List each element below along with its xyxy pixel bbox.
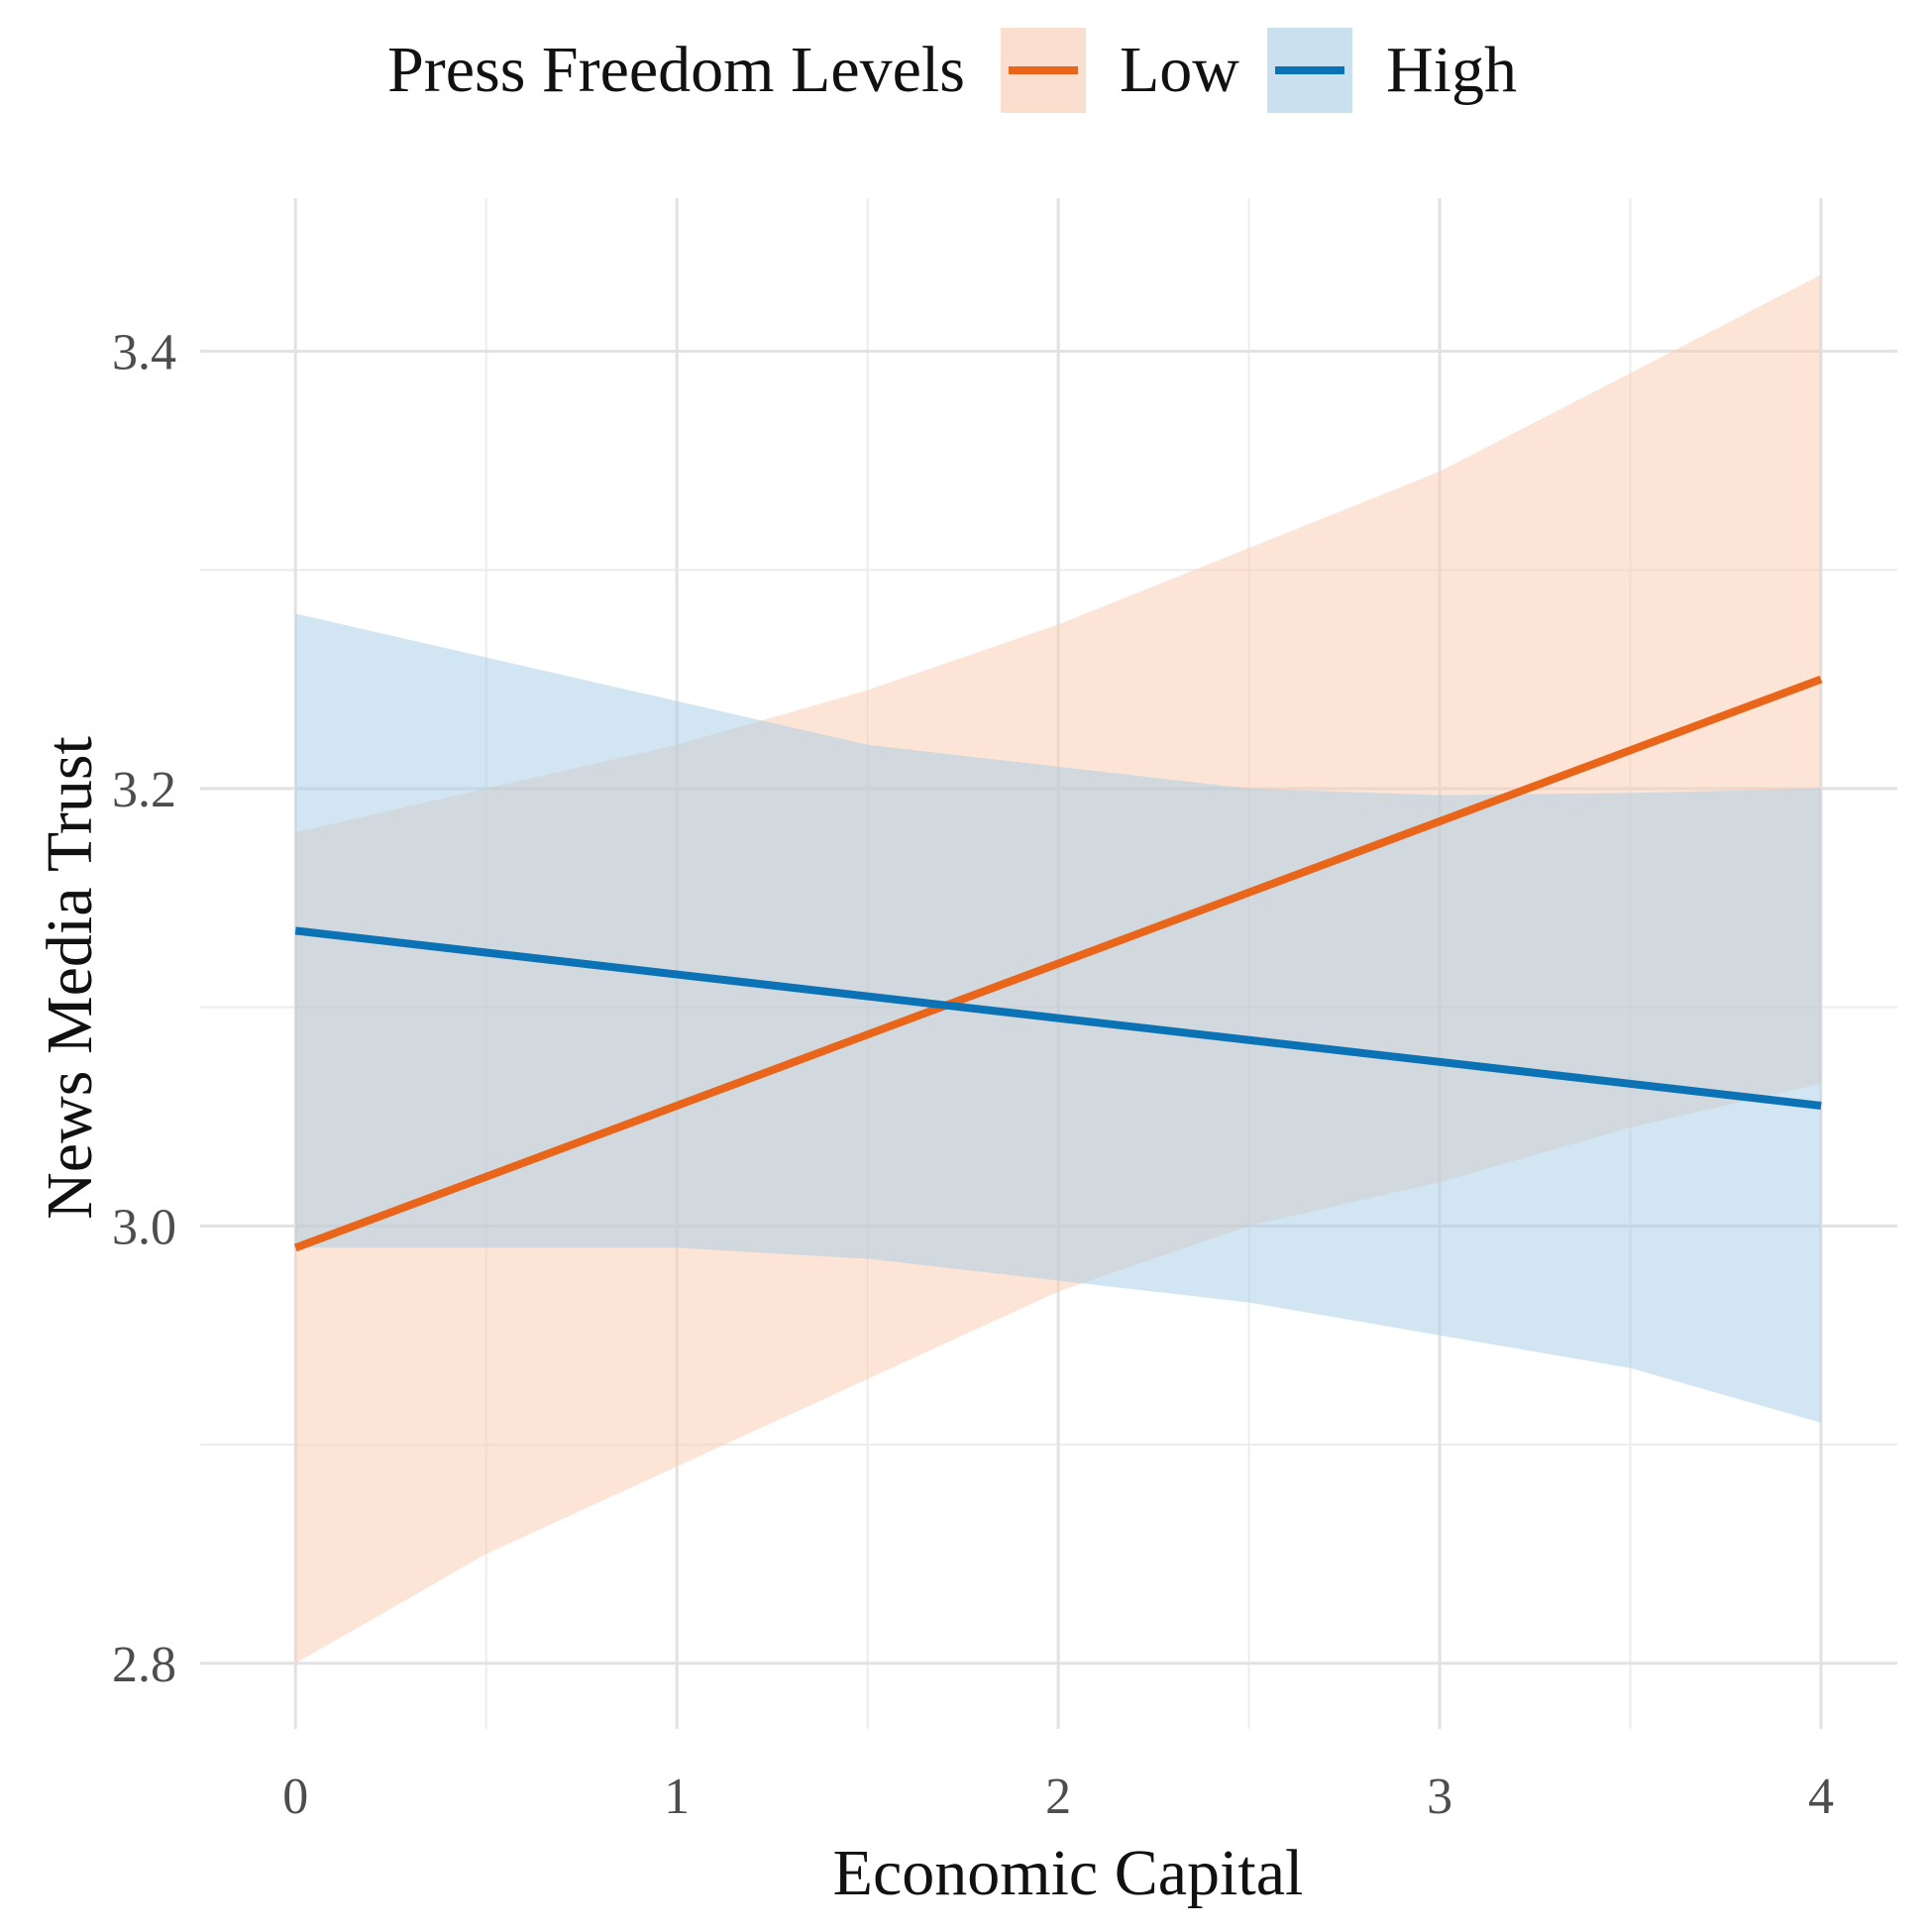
- x-tick-label: 0: [282, 1769, 308, 1825]
- legend-title: Press Freedom Levels: [387, 34, 965, 106]
- y-tick-label: 3.2: [112, 762, 176, 818]
- y-tick-label: 3.0: [112, 1199, 176, 1255]
- x-tick-label: 1: [664, 1769, 690, 1825]
- x-tick-label: 2: [1045, 1769, 1071, 1825]
- legend: Press Freedom Levels Low High: [0, 28, 1932, 113]
- series-line-high: [294, 926, 1822, 1110]
- y-tick-label: 3.4: [112, 325, 176, 381]
- x-axis-title: Economic Capital: [833, 1837, 1304, 1909]
- x-tick-label: 4: [1808, 1769, 1834, 1825]
- legend-label-low: Low: [1119, 34, 1239, 106]
- legend-item-low: Low: [1000, 28, 1239, 113]
- series-line-low: [293, 675, 1823, 1252]
- x-tick-label: 3: [1427, 1769, 1452, 1825]
- legend-key-high: [1266, 28, 1352, 113]
- y-axis-title: News Media Trust: [34, 736, 106, 1220]
- legend-key-low: [1000, 28, 1086, 113]
- y-tick-label: 2.8: [112, 1637, 176, 1693]
- legend-item-high: High: [1266, 28, 1517, 113]
- legend-label-high: High: [1385, 34, 1517, 106]
